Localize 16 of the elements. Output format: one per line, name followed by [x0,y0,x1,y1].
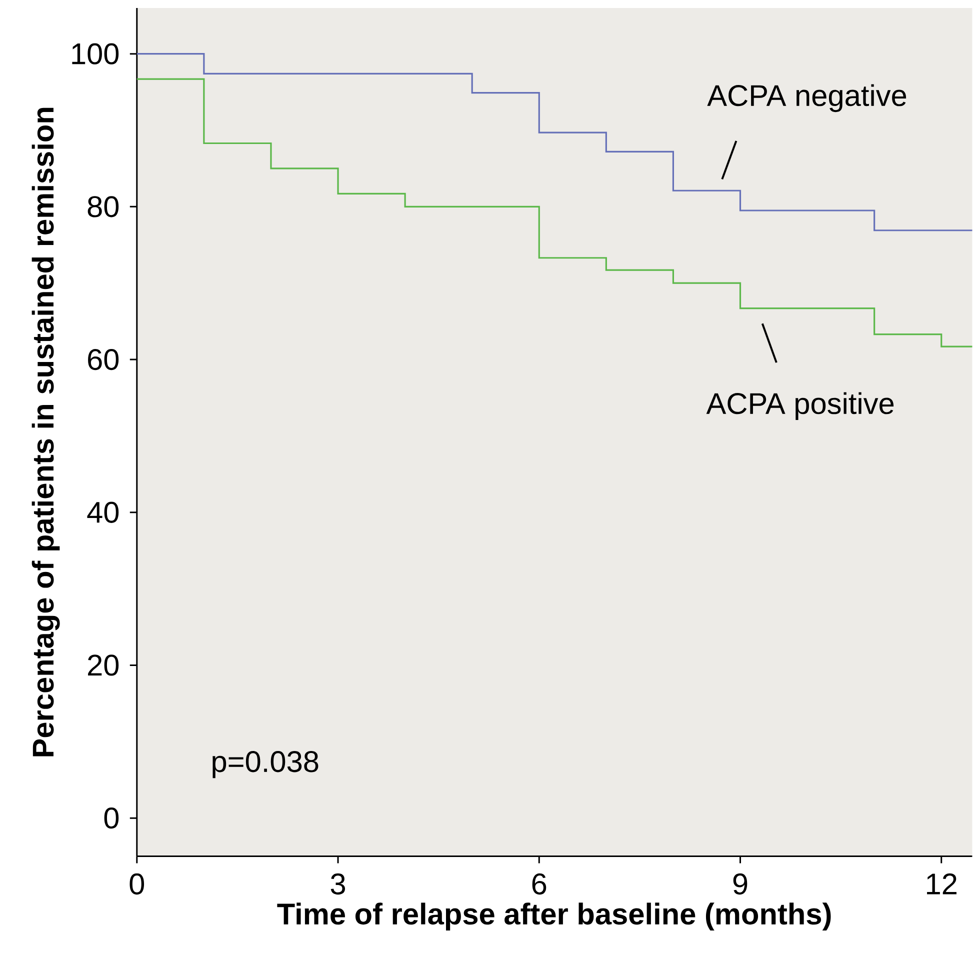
annotation: p=0.038 [212,750,318,778]
series-label: ACPA positive [706,392,894,420]
y-tick-label: 80 [88,196,119,218]
x-tick-label: 12 [927,873,956,894]
x-tick-label: 0 [130,873,144,894]
y-tick-label: 0 [104,807,119,829]
x-tick-label: 9 [733,873,748,894]
x-tick-label: 3 [330,873,346,894]
y-tick-label: 20 [88,654,119,676]
y-tick-label: 100 [72,43,119,64]
y-axis-title: Percentage of patients in sustained remission [32,108,60,756]
y-tick-label: 40 [87,502,119,523]
x-axis-title: Time of relapse after baseline (months) [277,902,831,930]
y-tick-label: 60 [88,348,119,370]
series-label: ACPA negative [707,84,906,112]
x-tick-label: 6 [532,873,546,894]
